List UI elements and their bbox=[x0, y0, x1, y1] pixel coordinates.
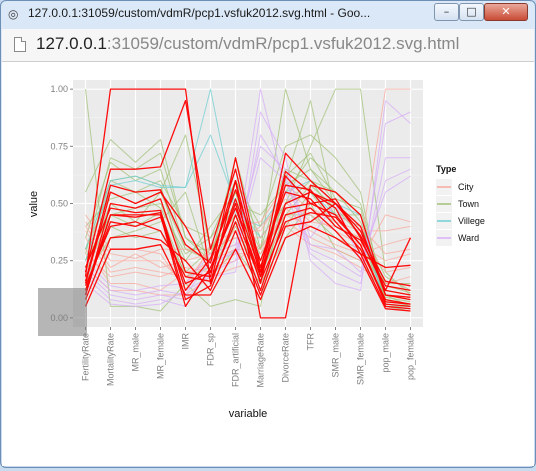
legend-title: Type bbox=[436, 164, 456, 174]
series-line-highlight bbox=[84, 157, 411, 305]
series-line-town bbox=[85, 168, 411, 294]
series-line-highlight bbox=[84, 207, 411, 312]
series-line-town bbox=[85, 134, 411, 312]
title-bar[interactable]: ◎ 127.0.0.1:31059/custom/vdmR/pcp1.vsfuk… bbox=[1, 1, 535, 27]
chrome-app-icon[interactable]: ◎ bbox=[8, 7, 19, 21]
x-tick-label: MR_male bbox=[131, 333, 141, 372]
y-tick-label: 0.00 bbox=[50, 313, 68, 323]
brush-selection[interactable] bbox=[38, 288, 87, 336]
page-icon bbox=[14, 37, 26, 52]
legend-label: Town bbox=[458, 199, 479, 209]
x-tick-label: SMR_male bbox=[331, 333, 341, 378]
series-line-highlight bbox=[84, 225, 411, 307]
y-tick-label: 0.75 bbox=[50, 141, 68, 151]
x-tick-label: MortalityRate bbox=[106, 333, 116, 386]
series-line-ward bbox=[85, 100, 411, 307]
maximize-icon: □ bbox=[466, 5, 477, 18]
series-line-highlight bbox=[84, 211, 411, 305]
x-tick-label: DivorceRate bbox=[281, 333, 291, 383]
x-tick-label: MR_female bbox=[156, 333, 166, 379]
series-line-town bbox=[85, 89, 411, 312]
maximize-button[interactable]: □ bbox=[459, 3, 484, 21]
y-tick-label: 0.50 bbox=[50, 199, 68, 209]
x-axis-label: variable bbox=[229, 408, 268, 420]
close-icon: ✕ bbox=[501, 5, 511, 18]
x-tick-label: TFR bbox=[306, 333, 316, 351]
x-tick-label: pop_male bbox=[381, 333, 391, 373]
series-line-ward bbox=[85, 88, 411, 307]
url-path: :31059/custom/vdmR/pcp1.vsfuk2012.svg.ht… bbox=[106, 34, 460, 53]
parallel-coordinates-chart: 0.00 0.25 0.50 0.75 1.00 FertilityRate Mortal… bbox=[28, 80, 485, 420]
x-tick-label: SMR_female bbox=[356, 333, 366, 385]
y-tick-label: 1.00 bbox=[50, 84, 68, 94]
page-content: 0.00 0.25 0.50 0.75 1.00 FertilityRate Mortal… bbox=[2, 62, 534, 466]
x-tick-label: IMR bbox=[181, 333, 191, 350]
legend-label: City bbox=[458, 182, 474, 192]
legend-label: Villege bbox=[458, 216, 485, 226]
minimize-icon: – bbox=[443, 5, 450, 18]
y-axis-ticks: 0.00 0.25 0.50 0.75 1.00 bbox=[50, 84, 73, 323]
x-tick-label: MarriageRate bbox=[256, 333, 266, 388]
series-line-city bbox=[85, 203, 411, 284]
x-tick-label: FertilityRate bbox=[81, 333, 91, 381]
x-axis-ticks: FertilityRate MortalityRate MR_male MR_fema… bbox=[81, 327, 416, 388]
series-line-highlight bbox=[84, 99, 411, 296]
x-tick-label: FDR_sp bbox=[206, 333, 216, 366]
x-tick-label: pop_female bbox=[406, 333, 416, 380]
x-tick-label: FDR_artificial bbox=[231, 333, 241, 387]
series-lines bbox=[84, 88, 412, 319]
series-line-highlight bbox=[84, 189, 411, 292]
address-bar[interactable]: 127.0.0.1:31059/custom/vdmR/pcp1.vsfuk20… bbox=[2, 29, 534, 62]
legend: Type City Town Villege Ward bbox=[436, 164, 485, 246]
window-title: 127.0.0.1:31059/custom/vdmR/pcp1.vsfuk20… bbox=[28, 6, 371, 20]
series-line-highlight bbox=[84, 198, 412, 292]
series-line-ward bbox=[85, 111, 411, 301]
url-text[interactable]: 127.0.0.1:31059/custom/vdmR/pcp1.vsfuk20… bbox=[36, 34, 459, 54]
url-host: 127.0.0.1 bbox=[36, 34, 107, 53]
series-line-ward bbox=[85, 157, 411, 296]
close-button[interactable]: ✕ bbox=[484, 3, 528, 21]
y-tick-label: 0.25 bbox=[50, 256, 68, 266]
y-axis-label: value bbox=[28, 191, 40, 217]
legend-label: Ward bbox=[458, 233, 479, 243]
minimize-button[interactable]: – bbox=[434, 3, 459, 21]
series-line-highlight bbox=[84, 170, 411, 298]
